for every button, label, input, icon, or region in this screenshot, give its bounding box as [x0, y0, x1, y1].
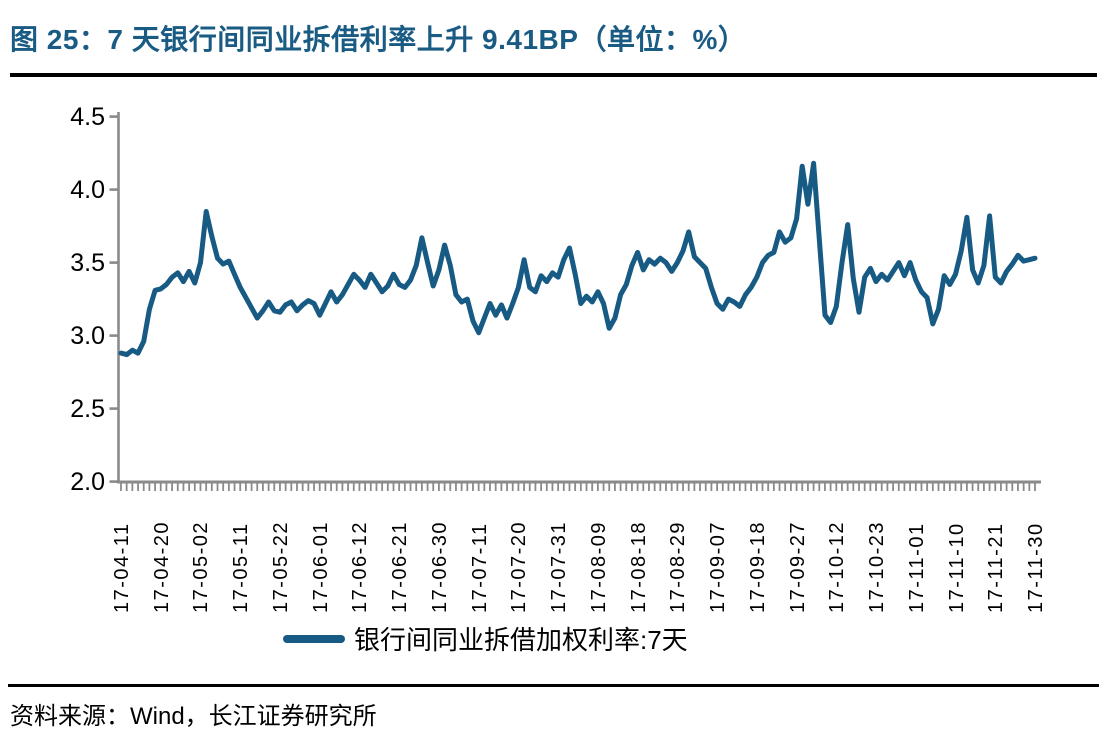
x-tick-label: 17-05-02: [190, 520, 213, 613]
figure-title: 图 25：7 天银行间同业拆借利率上升 9.41BP（单位：%）: [10, 24, 747, 55]
legend: 银行间同业拆借加权利率:7天: [283, 620, 688, 657]
x-tick-label: 17-06-12: [349, 520, 372, 613]
x-tick-label: 17-11-10: [945, 522, 968, 613]
legend-label: 银行间同业拆借加权利率:7天: [354, 625, 688, 655]
x-tick-label: 17-10-12: [826, 520, 849, 613]
x-tick-label: 17-07-31: [548, 520, 571, 613]
y-tick-label: 2.5: [70, 394, 105, 423]
x-tick-label: 17-11-21: [985, 522, 1008, 613]
x-tick-label: 17-09-27: [786, 520, 809, 613]
y-tick-label: 4.5: [70, 102, 105, 131]
x-tick-label: 17-06-01: [309, 520, 332, 613]
x-tick-label: 17-11-30: [1025, 522, 1047, 613]
chart-plot-area: [109, 112, 1041, 491]
y-tick-label: 3.5: [70, 248, 105, 277]
x-tick-label: 17-11-01: [905, 522, 928, 613]
source-text: 资料来源：Wind，长江证券研究所: [10, 703, 377, 730]
bottom-divider: [8, 684, 1099, 687]
x-tick-label: 17-05-22: [269, 520, 292, 613]
x-tick-label: 17-06-30: [428, 520, 451, 613]
x-tick-label: 17-07-20: [508, 520, 531, 613]
x-tick-label: 17-09-18: [746, 520, 769, 613]
x-tick-label: 17-04-11: [111, 522, 133, 613]
x-tick-label: 17-08-09: [587, 520, 610, 613]
y-tick-label: 4.0: [70, 175, 105, 204]
legend-line-swatch: [283, 634, 345, 643]
rate-line-series: [118, 160, 1038, 358]
x-tick-label: 17-08-29: [667, 520, 690, 613]
x-tick-label: 17-07-11: [468, 522, 491, 613]
x-tick-label: 17-10-23: [866, 520, 889, 613]
x-tick-label: 17-09-07: [707, 520, 730, 613]
x-tick-label: 17-04-20: [150, 520, 173, 613]
y-tick-label: 2.0: [70, 467, 105, 496]
title-divider: [10, 73, 1097, 77]
x-tick-label: 17-05-11: [230, 522, 253, 613]
y-tick-label: 3.0: [70, 321, 105, 350]
x-tick-label: 17-08-18: [627, 520, 650, 613]
x-tick-label: 17-06-21: [389, 520, 412, 613]
line-chart: 4.5 4.0 3.5 3.0 2.5 2.0 17-04-11 17-04-20 17-05…: [70, 102, 1047, 657]
